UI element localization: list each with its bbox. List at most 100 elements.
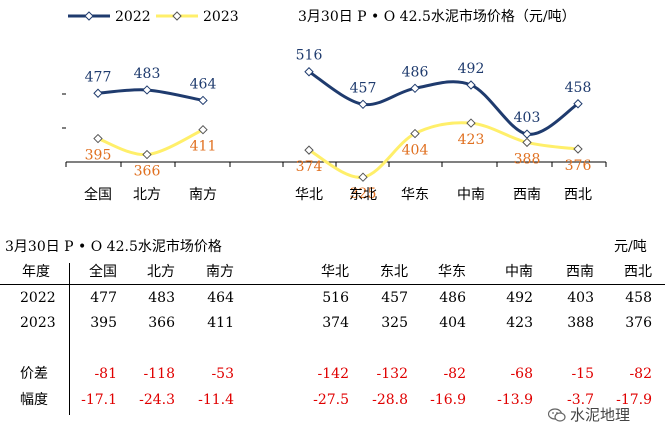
data-label: 395 xyxy=(85,148,112,164)
watermark: 水泥地理 xyxy=(548,404,630,425)
column-header: 北方 xyxy=(147,264,175,280)
data-label: 483 xyxy=(134,66,161,82)
data-label: 325 xyxy=(350,186,377,202)
data-point xyxy=(573,99,583,109)
data-label: 411 xyxy=(190,139,217,155)
table-cell: -68 xyxy=(510,366,533,382)
table-cell: 458 xyxy=(625,290,652,306)
table-cell: 366 xyxy=(148,315,175,331)
table-cell: -24.3 xyxy=(139,392,175,408)
category-label: 西北 xyxy=(564,187,592,203)
row-label: 价差 xyxy=(20,366,48,382)
table-cell: -53 xyxy=(211,366,234,382)
table-cell: -27.5 xyxy=(313,392,349,408)
category-label: 东北 xyxy=(349,187,377,203)
data-point xyxy=(142,149,152,160)
table-cell: 492 xyxy=(506,290,533,306)
data-label: 403 xyxy=(514,110,541,126)
data-point xyxy=(198,95,208,106)
table-cell: -13.9 xyxy=(497,392,533,408)
column-header: 全国 xyxy=(89,264,117,280)
data-point xyxy=(466,80,476,90)
category-label: 华北 xyxy=(295,187,323,203)
data-label: 477 xyxy=(85,69,112,85)
table-cell: 516 xyxy=(322,290,349,306)
table-cell: 423 xyxy=(506,315,533,331)
category-label: 华东 xyxy=(401,187,429,203)
data-label: 423 xyxy=(458,132,485,148)
category-label: 全国 xyxy=(84,186,112,203)
table-cell: 483 xyxy=(148,290,175,306)
data-point xyxy=(198,125,208,135)
category-label: 南方 xyxy=(189,187,217,203)
table-cell: -82 xyxy=(629,366,652,382)
data-point xyxy=(573,144,583,154)
watermark-text: 水泥地理 xyxy=(570,406,631,424)
legend-marker xyxy=(84,11,94,21)
column-header: 西北 xyxy=(624,264,652,280)
table-cell: -17.9 xyxy=(616,392,652,408)
row-label: 2022 xyxy=(20,290,56,306)
data-label: 492 xyxy=(458,61,485,77)
wechat-icon xyxy=(548,408,566,422)
table-cell: -11.4 xyxy=(198,392,234,408)
label-divider xyxy=(69,263,70,415)
table-cell: 477 xyxy=(90,290,117,306)
data-label: 464 xyxy=(190,76,217,92)
chart-title: 3月30日 P • O 42.5水泥市场价格（元/吨） xyxy=(298,8,576,25)
data-label: 458 xyxy=(565,80,592,96)
header-divider xyxy=(0,284,665,285)
table-cell: -118 xyxy=(143,366,175,382)
data-point xyxy=(93,88,103,98)
data-label: 366 xyxy=(134,164,161,180)
table-cell: 457 xyxy=(381,290,408,306)
category-label: 中南 xyxy=(457,187,485,203)
price-line-chart: 477 483 464 516 457 486 492 403 458 395 366 411 374 3… xyxy=(62,8,607,203)
data-point xyxy=(304,145,314,155)
table-cell: 374 xyxy=(322,315,349,331)
data-label: 376 xyxy=(565,158,592,174)
data-point xyxy=(522,137,532,148)
series-2022-line xyxy=(308,70,579,136)
table-cell: -17.1 xyxy=(81,392,117,408)
table-cell: 486 xyxy=(439,290,466,306)
table-cell: -28.8 xyxy=(372,392,408,408)
table-cell: -142 xyxy=(317,366,349,382)
table-cell: 376 xyxy=(625,315,652,331)
data-label: 388 xyxy=(514,151,541,167)
data-point xyxy=(358,99,368,110)
table-cell: -15 xyxy=(571,366,594,382)
table-cell: 411 xyxy=(207,315,234,331)
table-cell: 403 xyxy=(567,290,594,306)
data-point xyxy=(142,85,152,95)
category-label: 北方 xyxy=(133,187,161,203)
table-cell: -132 xyxy=(376,366,408,382)
table-unit: 元/吨 xyxy=(614,239,647,255)
table-cell: -16.9 xyxy=(430,392,466,408)
data-label: 374 xyxy=(296,159,323,175)
table-cell: -82 xyxy=(443,366,466,382)
table-cell: -81 xyxy=(94,366,117,382)
table-cell: 325 xyxy=(381,315,408,331)
data-point xyxy=(466,118,476,128)
legend-marker xyxy=(172,11,182,21)
column-header: 华东 xyxy=(438,264,466,280)
table-cell: 404 xyxy=(439,315,466,331)
data-point xyxy=(410,83,420,94)
data-label: 486 xyxy=(402,64,429,80)
column-header: 中南 xyxy=(505,264,533,280)
table-cell: 464 xyxy=(207,290,234,306)
data-label: 404 xyxy=(402,143,429,159)
column-header: 西南 xyxy=(566,264,594,280)
data-label: 457 xyxy=(350,80,377,96)
column-header: 东北 xyxy=(380,264,408,280)
row-label: 幅度 xyxy=(20,392,48,408)
data-point xyxy=(358,172,368,182)
table-cell: -3.7 xyxy=(567,392,594,408)
legend-label: 2022 xyxy=(115,9,151,25)
legend-label: 2023 xyxy=(203,9,239,25)
column-header: 南方 xyxy=(206,264,234,280)
data-point xyxy=(304,67,314,77)
column-header: 华北 xyxy=(321,264,349,280)
